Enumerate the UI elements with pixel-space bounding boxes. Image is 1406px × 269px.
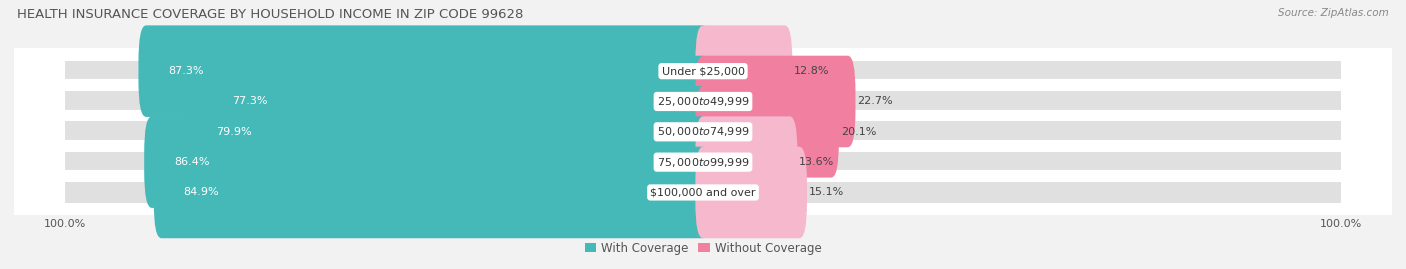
Text: $75,000 to $99,999: $75,000 to $99,999 xyxy=(657,156,749,169)
FancyBboxPatch shape xyxy=(202,56,710,147)
FancyBboxPatch shape xyxy=(696,147,807,238)
FancyBboxPatch shape xyxy=(696,116,797,208)
FancyBboxPatch shape xyxy=(696,86,839,178)
Legend: With Coverage, Without Coverage: With Coverage, Without Coverage xyxy=(579,237,827,259)
FancyBboxPatch shape xyxy=(65,152,1341,172)
Text: HEALTH INSURANCE COVERAGE BY HOUSEHOLD INCOME IN ZIP CODE 99628: HEALTH INSURANCE COVERAGE BY HOUSEHOLD I… xyxy=(17,8,523,21)
Text: 87.3%: 87.3% xyxy=(169,66,204,76)
FancyBboxPatch shape xyxy=(65,182,1341,203)
FancyBboxPatch shape xyxy=(138,25,710,117)
FancyBboxPatch shape xyxy=(696,25,793,117)
Text: 22.7%: 22.7% xyxy=(858,97,893,107)
Text: 84.9%: 84.9% xyxy=(184,187,219,197)
Text: 20.1%: 20.1% xyxy=(841,127,876,137)
FancyBboxPatch shape xyxy=(153,147,710,238)
Text: $25,000 to $49,999: $25,000 to $49,999 xyxy=(657,95,749,108)
FancyBboxPatch shape xyxy=(186,86,710,178)
Text: 12.8%: 12.8% xyxy=(794,66,830,76)
Text: $100,000 and over: $100,000 and over xyxy=(650,187,756,197)
FancyBboxPatch shape xyxy=(65,122,1341,142)
Text: 77.3%: 77.3% xyxy=(232,97,267,107)
Text: 79.9%: 79.9% xyxy=(215,127,252,137)
Text: 86.4%: 86.4% xyxy=(174,157,209,167)
FancyBboxPatch shape xyxy=(65,91,1341,112)
Text: Source: ZipAtlas.com: Source: ZipAtlas.com xyxy=(1278,8,1389,18)
FancyBboxPatch shape xyxy=(145,116,710,208)
Text: 13.6%: 13.6% xyxy=(800,157,835,167)
FancyBboxPatch shape xyxy=(696,56,855,147)
Text: 15.1%: 15.1% xyxy=(808,187,844,197)
Text: $50,000 to $74,999: $50,000 to $74,999 xyxy=(657,125,749,138)
FancyBboxPatch shape xyxy=(65,61,1341,82)
Text: Under $25,000: Under $25,000 xyxy=(661,66,745,76)
